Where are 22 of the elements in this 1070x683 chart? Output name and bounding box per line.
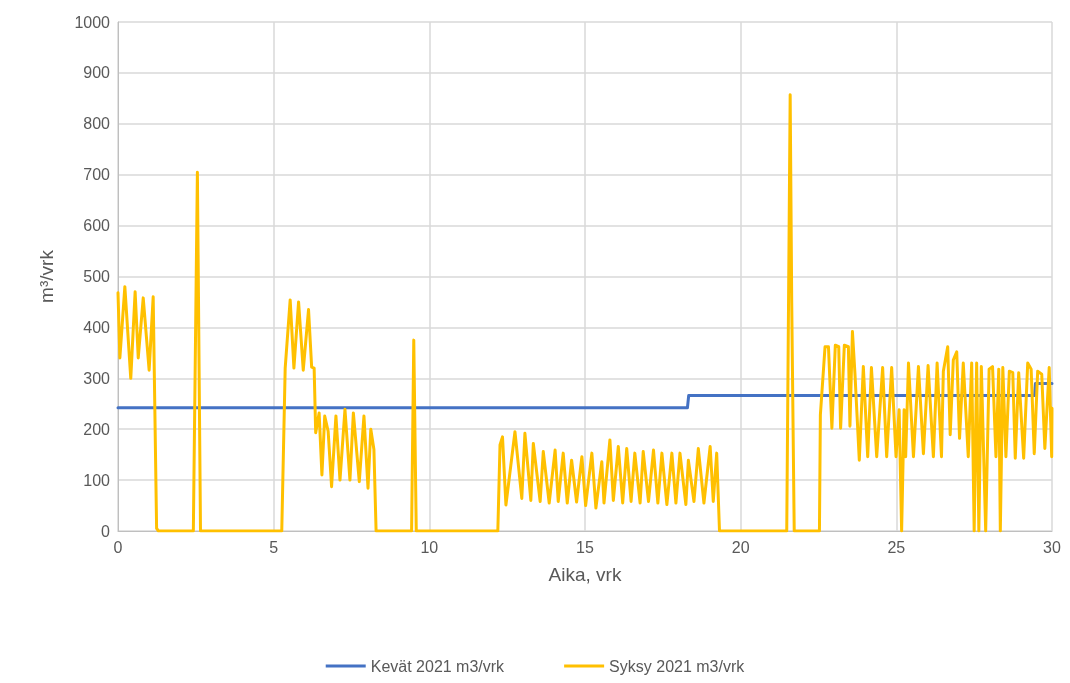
y-tick-label: 400 xyxy=(83,318,111,336)
y-tick-label: 600 xyxy=(83,217,111,235)
x-axis-title: Aika, vrk xyxy=(548,564,622,585)
y-tick-label: 500 xyxy=(83,268,111,285)
x-tick-label: 5 xyxy=(269,538,279,556)
x-tick-label: 30 xyxy=(1043,538,1061,556)
x-tick-label: 15 xyxy=(576,538,594,556)
y-axis-title: m³/vrk xyxy=(36,249,57,303)
x-tick-label: 10 xyxy=(420,538,439,556)
y-tick-label: 800 xyxy=(83,115,111,133)
y-tick-label: 900 xyxy=(83,64,111,82)
y-tick-label: 0 xyxy=(101,522,111,540)
legend-label: Kevät 2021 m3/vrk xyxy=(370,657,506,675)
y-tick-label: 700 xyxy=(83,166,111,184)
y-tick-label: 300 xyxy=(83,369,111,387)
y-tick-label: 200 xyxy=(83,420,111,438)
y-tick-label: 100 xyxy=(83,471,111,489)
legend-label: Syksy 2021 m3/vrk xyxy=(609,657,746,675)
x-tick-label: 20 xyxy=(731,538,750,556)
x-tick-label: 0 xyxy=(113,538,123,556)
y-tick-label: 1000 xyxy=(74,13,111,31)
x-tick-label: 25 xyxy=(887,538,906,556)
